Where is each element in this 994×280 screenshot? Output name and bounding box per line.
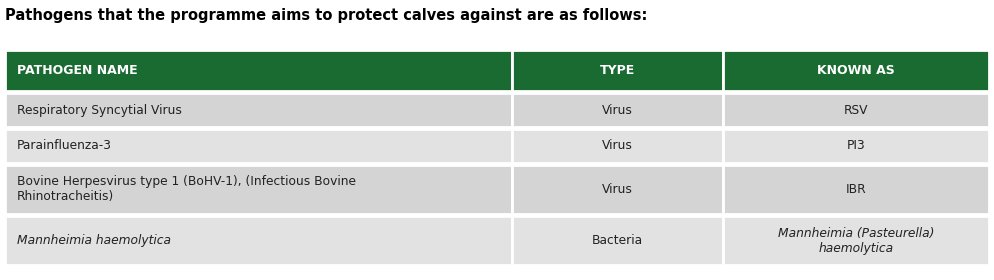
Text: Mannheimia haemolytica: Mannheimia haemolytica (17, 234, 171, 247)
Bar (724, 129, 989, 163)
Bar (5, 93, 512, 127)
Bar (5, 165, 512, 214)
Text: TYPE: TYPE (600, 64, 635, 77)
Bar (5, 216, 512, 265)
Text: RSV: RSV (844, 104, 869, 116)
Text: Bacteria: Bacteria (592, 234, 643, 247)
Bar (512, 93, 724, 127)
Text: Bovine Herpesvirus type 1 (BoHV-1), (Infectious Bovine
Rhinotracheitis): Bovine Herpesvirus type 1 (BoHV-1), (Inf… (17, 175, 356, 204)
Bar (724, 165, 989, 214)
Bar (512, 216, 724, 265)
Text: Pathogens that the programme aims to protect calves against are as follows:: Pathogens that the programme aims to pro… (5, 8, 647, 24)
Text: PI3: PI3 (847, 139, 866, 152)
Text: Mannheimia (Pasteurella)
haemolytica: Mannheimia (Pasteurella) haemolytica (778, 227, 934, 255)
Bar (724, 93, 989, 127)
Bar (5, 129, 512, 163)
Bar (512, 129, 724, 163)
Text: IBR: IBR (846, 183, 867, 196)
Bar (5, 50, 512, 91)
Text: Parainfluenza-3: Parainfluenza-3 (17, 139, 112, 152)
Bar (512, 50, 724, 91)
Text: Virus: Virus (602, 104, 633, 116)
Text: Respiratory Syncytial Virus: Respiratory Syncytial Virus (17, 104, 182, 116)
Text: Virus: Virus (602, 139, 633, 152)
Bar (512, 165, 724, 214)
Text: Virus: Virus (602, 183, 633, 196)
Text: KNOWN AS: KNOWN AS (817, 64, 895, 77)
Bar (724, 216, 989, 265)
Bar (724, 50, 989, 91)
Text: PATHOGEN NAME: PATHOGEN NAME (17, 64, 137, 77)
